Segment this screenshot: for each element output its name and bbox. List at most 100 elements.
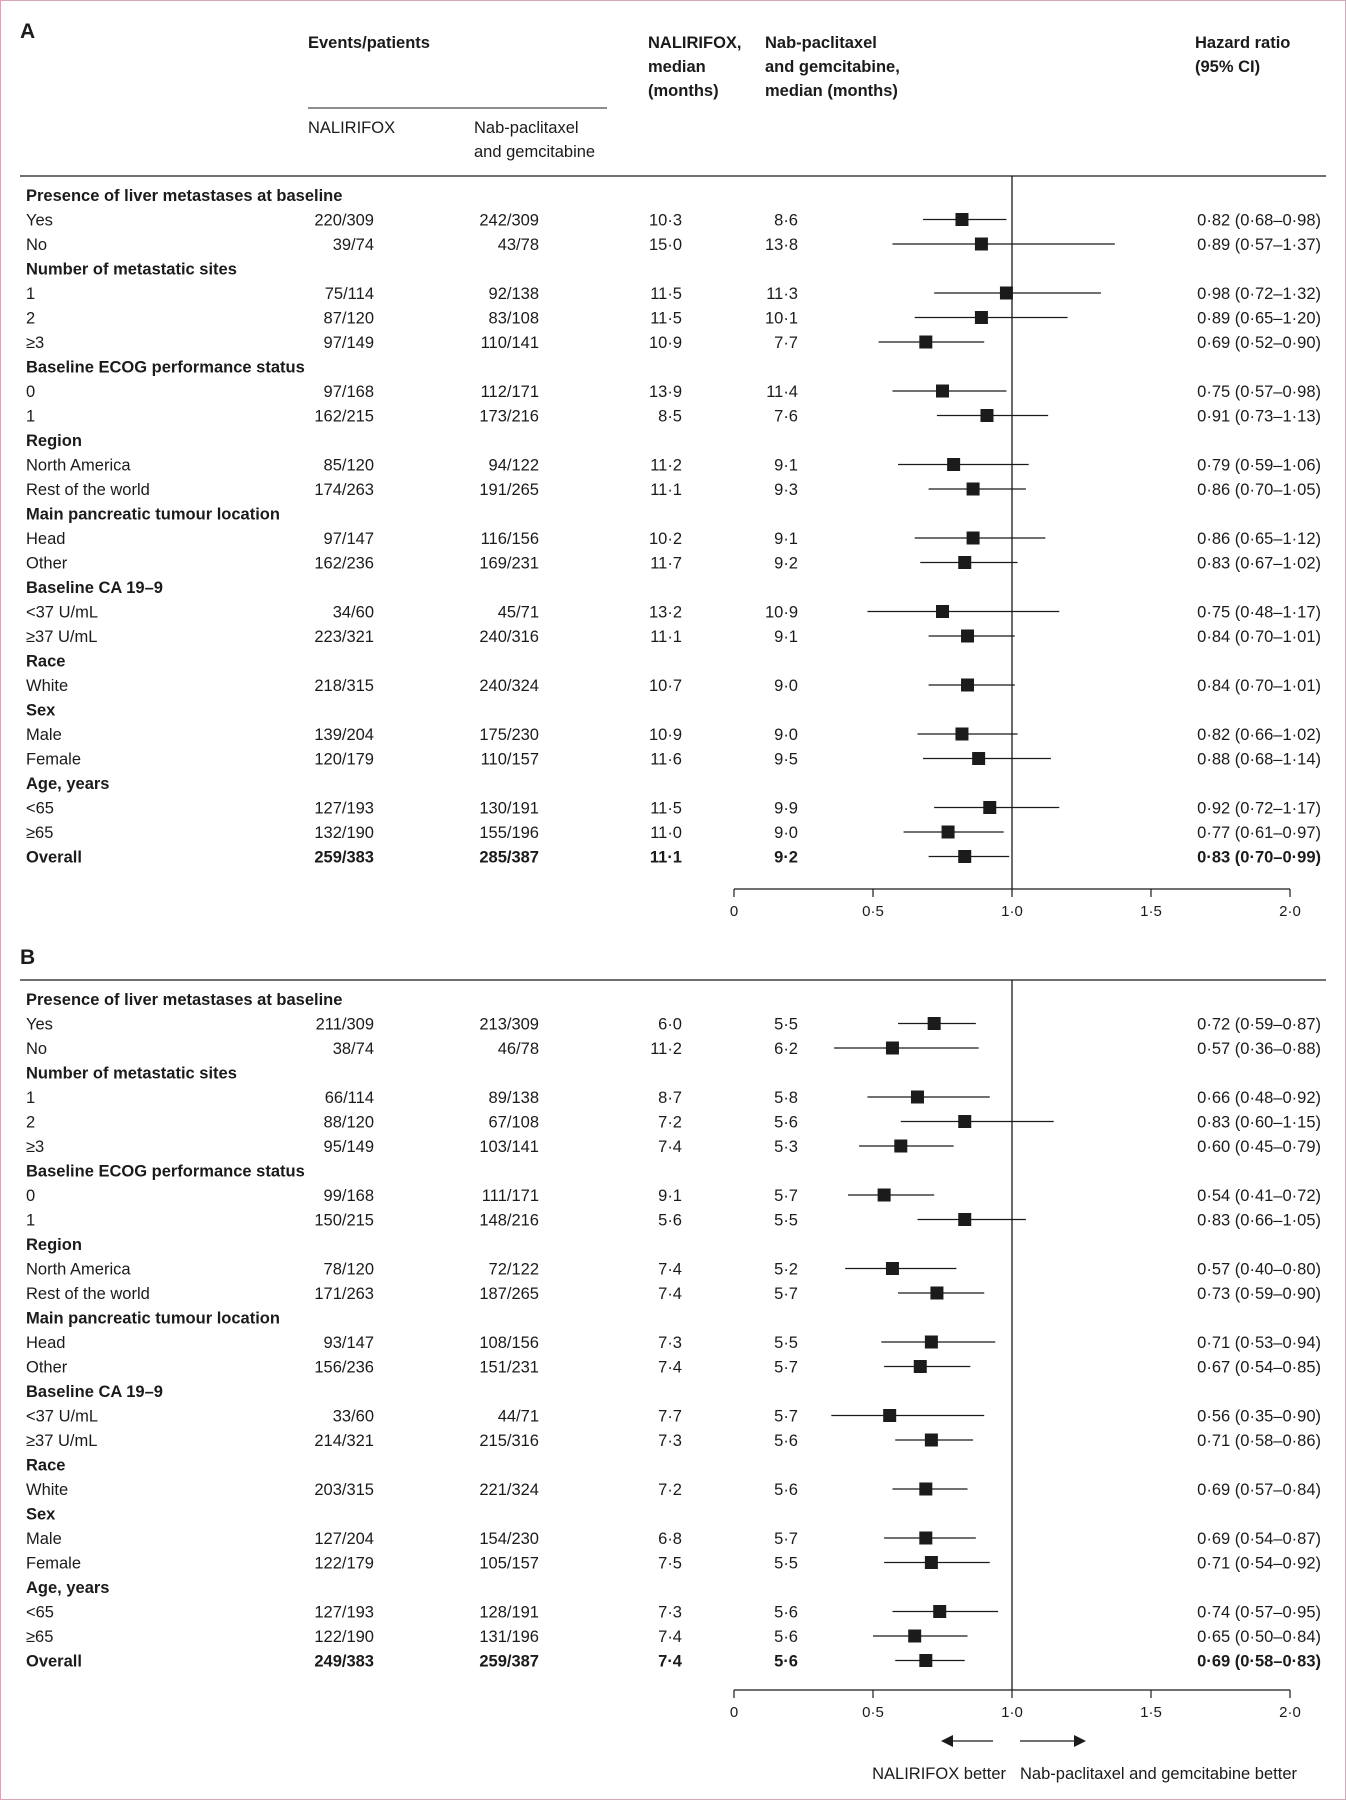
header-median-nab-l1: Nab-paclitaxel — [765, 34, 877, 52]
subgroup-title: Baseline CA 19–9 — [26, 579, 163, 597]
nab-median: 9·0 — [774, 677, 798, 695]
nalirifox-events: 85/120 — [324, 457, 374, 475]
nalirifox-median: 7·2 — [658, 1481, 682, 1499]
table-row: ≥37 U/mL 223/321 240/316 11·1 9·1 0·84 (0·70–… — [26, 628, 1321, 646]
nab-median: 9·3 — [774, 481, 798, 499]
hazard-ratio-text: 0·83 (0·67–1·02) — [1197, 555, 1321, 573]
hr-point — [885, 1041, 899, 1055]
hazard-ratio-text: 0·57 (0·36–0·88) — [1197, 1040, 1321, 1058]
hr-point — [894, 1139, 908, 1153]
nab-median: 9·2 — [774, 555, 798, 573]
table-row: ≥37 U/mL 214/321 215/316 7·3 5·6 0·71 (0·58–0… — [26, 1432, 1321, 1450]
hr-point — [877, 1188, 891, 1202]
nab-events: 110/141 — [481, 334, 539, 352]
row-label: Yes — [26, 212, 53, 230]
nalirifox-median: 11·1 — [650, 628, 682, 646]
row-label: 2 — [26, 310, 35, 328]
nab-events: 155/196 — [479, 824, 539, 842]
row-label: North America — [26, 1261, 131, 1279]
nab-events: 116/156 — [481, 530, 539, 548]
hazard-ratio-text: 0·73 (0·59–0·90) — [1197, 1285, 1321, 1303]
table-row: Other 162/236 169/231 11·7 9·2 0·83 (0·67–1·0… — [26, 555, 1321, 573]
nab-events: 105/157 — [479, 1555, 539, 1573]
row-label: North America — [26, 457, 131, 475]
nab-median: 8·6 — [774, 212, 798, 230]
table-row: 0 99/168 111/171 9·1 5·7 0·54 (0·41–0·72) — [26, 1187, 1321, 1205]
hr-point — [966, 531, 980, 545]
overall-row: Overall 249/383 259/387 7·4 5·6 0·69 (0·58–0·… — [26, 1653, 1321, 1671]
nab-median: 7·6 — [774, 408, 798, 426]
table-row: 2 88/120 67/108 7·2 5·6 0·83 (0·60–1·15) — [26, 1114, 1321, 1132]
nab-events: 173/216 — [479, 408, 539, 426]
nab-median: 5·6 — [774, 1628, 798, 1646]
hr-point — [983, 801, 997, 814]
row-label: ≥37 U/mL — [26, 1432, 97, 1450]
nab-median: 9·5 — [774, 751, 798, 769]
subgroup-title: Race — [26, 1457, 65, 1475]
row-label: <37 U/mL — [26, 1408, 98, 1426]
header-median-nali-l3: (months) — [648, 82, 719, 100]
nab-median: 7·7 — [774, 334, 798, 352]
subgroup-header: Sex — [26, 1506, 56, 1524]
hr-point — [927, 1017, 941, 1030]
nalirifox-events: 38/74 — [333, 1040, 374, 1058]
nalirifox-median: 13·9 — [649, 383, 682, 401]
nalirifox-events: 174/263 — [314, 481, 374, 499]
row-label: Overall — [26, 1653, 82, 1671]
row-label: Other — [26, 1359, 68, 1377]
hazard-ratio-text: 0·92 (0·72–1·17) — [1197, 800, 1321, 818]
hazard-ratio-text: 0·65 (0·50–0·84) — [1197, 1628, 1321, 1646]
hr-point — [910, 1090, 924, 1104]
hazard-ratio-text: 0·83 (0·66–1·05) — [1197, 1212, 1321, 1230]
nalirifox-events: 132/190 — [314, 824, 374, 842]
nab-median: 9·0 — [774, 824, 798, 842]
table-row: North America 78/120 72/122 7·4 5·2 0·57 (0·4… — [26, 1261, 1321, 1279]
nalirifox-median: 13·2 — [649, 604, 682, 622]
nalirifox-median: 7·5 — [658, 1555, 682, 1573]
x-tick-label: 2·0 — [1279, 1704, 1301, 1721]
subgroup-title: Age, years — [26, 775, 109, 793]
hazard-ratio-text: 0·54 (0·41–0·72) — [1197, 1187, 1321, 1205]
nab-median: 9·9 — [774, 800, 798, 818]
subgroup-header: Baseline CA 19–9 — [26, 1383, 163, 1401]
subgroup-header: Baseline CA 19–9 — [26, 579, 163, 597]
subgroup-header: Age, years — [26, 775, 109, 793]
table-row: 1 150/215 148/216 5·6 5·5 0·83 (0·66–1·05) — [26, 1212, 1321, 1230]
table-row: ≥3 95/149 103/141 7·4 5·3 0·60 (0·45–0·79) — [26, 1138, 1321, 1156]
nab-events: 240/324 — [479, 677, 539, 695]
table-row: No 38/74 46/78 11·2 6·2 0·57 (0·36–0·88) — [26, 1040, 1321, 1058]
subgroup-title: Presence of liver metastases at baseline — [26, 187, 342, 205]
nalirifox-median: 11·7 — [650, 555, 682, 573]
row-label: ≥65 — [26, 824, 53, 842]
nab-median: 5·6 — [774, 1432, 798, 1450]
hr-point — [919, 1482, 933, 1496]
x-tick-label: 1·0 — [1001, 1704, 1023, 1721]
nalirifox-events: 120/179 — [314, 751, 374, 769]
subgroup-title: Number of metastatic sites — [26, 261, 237, 279]
row-label: ≥65 — [26, 1628, 53, 1646]
nalirifox-events: 122/179 — [314, 1555, 374, 1573]
nab-median: 5·3 — [774, 1138, 798, 1156]
nab-events: 131/196 — [479, 1628, 539, 1646]
forest-panel-a: A Presence of liver metastases at baselin… — [20, 20, 1326, 920]
nab-events: 169/231 — [479, 555, 539, 573]
table-row: 2 87/120 83/108 11·5 10·1 0·89 (0·65–1·20) — [26, 310, 1321, 328]
nab-median: 5·6 — [774, 1481, 798, 1499]
header-hr-l2: (95% CI) — [1195, 58, 1260, 76]
nalirifox-events: 97/168 — [324, 383, 374, 401]
nalirifox-events: 87/120 — [324, 310, 374, 328]
nab-events: 148/216 — [479, 1212, 539, 1230]
table-row: 1 66/114 89/138 8·7 5·8 0·66 (0·48–0·92) — [26, 1089, 1321, 1107]
table-row: Yes 211/309 213/309 6·0 5·5 0·72 (0·59–0·87) — [26, 1016, 1321, 1034]
nalirifox-events: 259/383 — [314, 849, 374, 867]
row-label: Rest of the world — [26, 481, 150, 499]
nalirifox-median: 11·2 — [650, 457, 682, 475]
nalirifox-median: 7·3 — [658, 1604, 682, 1622]
hr-point — [980, 409, 994, 422]
nalirifox-median: 10·9 — [649, 726, 682, 744]
hr-point — [961, 629, 975, 643]
hr-point — [955, 727, 969, 741]
x-tick-label: 0·5 — [862, 903, 884, 920]
table-row: 0 97/168 112/171 13·9 11·4 0·75 (0·57–0·98) — [26, 383, 1321, 401]
